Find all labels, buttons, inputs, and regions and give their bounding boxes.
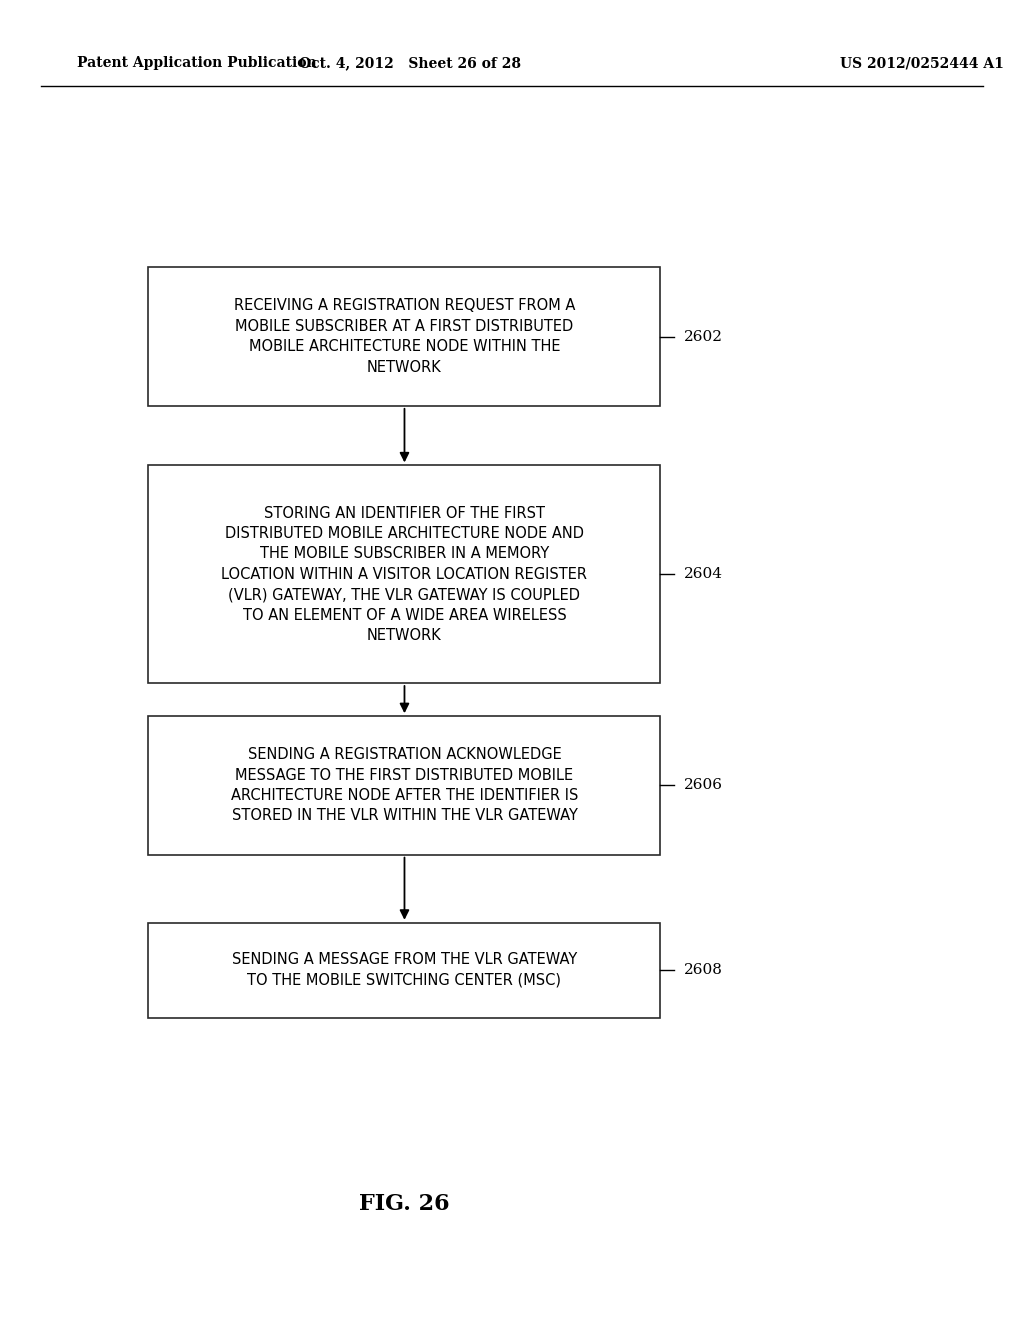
Text: 2608: 2608 [684, 964, 723, 977]
Text: RECEIVING A REGISTRATION REQUEST FROM A
MOBILE SUBSCRIBER AT A FIRST DISTRIBUTED: RECEIVING A REGISTRATION REQUEST FROM A … [233, 298, 575, 375]
Text: Patent Application Publication: Patent Application Publication [77, 57, 316, 70]
Text: FIG. 26: FIG. 26 [359, 1193, 450, 1214]
Text: 2602: 2602 [684, 330, 723, 343]
Bar [148, 466, 660, 684]
Text: Oct. 4, 2012   Sheet 26 of 28: Oct. 4, 2012 Sheet 26 of 28 [299, 57, 520, 70]
Text: 2604: 2604 [684, 568, 723, 581]
Bar [148, 715, 660, 855]
Text: STORING AN IDENTIFIER OF THE FIRST
DISTRIBUTED MOBILE ARCHITECTURE NODE AND
THE : STORING AN IDENTIFIER OF THE FIRST DISTR… [221, 506, 588, 643]
Text: SENDING A MESSAGE FROM THE VLR GATEWAY
TO THE MOBILE SWITCHING CENTER (MSC): SENDING A MESSAGE FROM THE VLR GATEWAY T… [231, 953, 578, 987]
Bar [148, 923, 660, 1018]
Text: SENDING A REGISTRATION ACKNOWLEDGE
MESSAGE TO THE FIRST DISTRIBUTED MOBILE
ARCHI: SENDING A REGISTRATION ACKNOWLEDGE MESSA… [230, 747, 579, 824]
Text: US 2012/0252444 A1: US 2012/0252444 A1 [840, 57, 1004, 70]
Bar [148, 267, 660, 407]
Text: 2606: 2606 [684, 779, 723, 792]
